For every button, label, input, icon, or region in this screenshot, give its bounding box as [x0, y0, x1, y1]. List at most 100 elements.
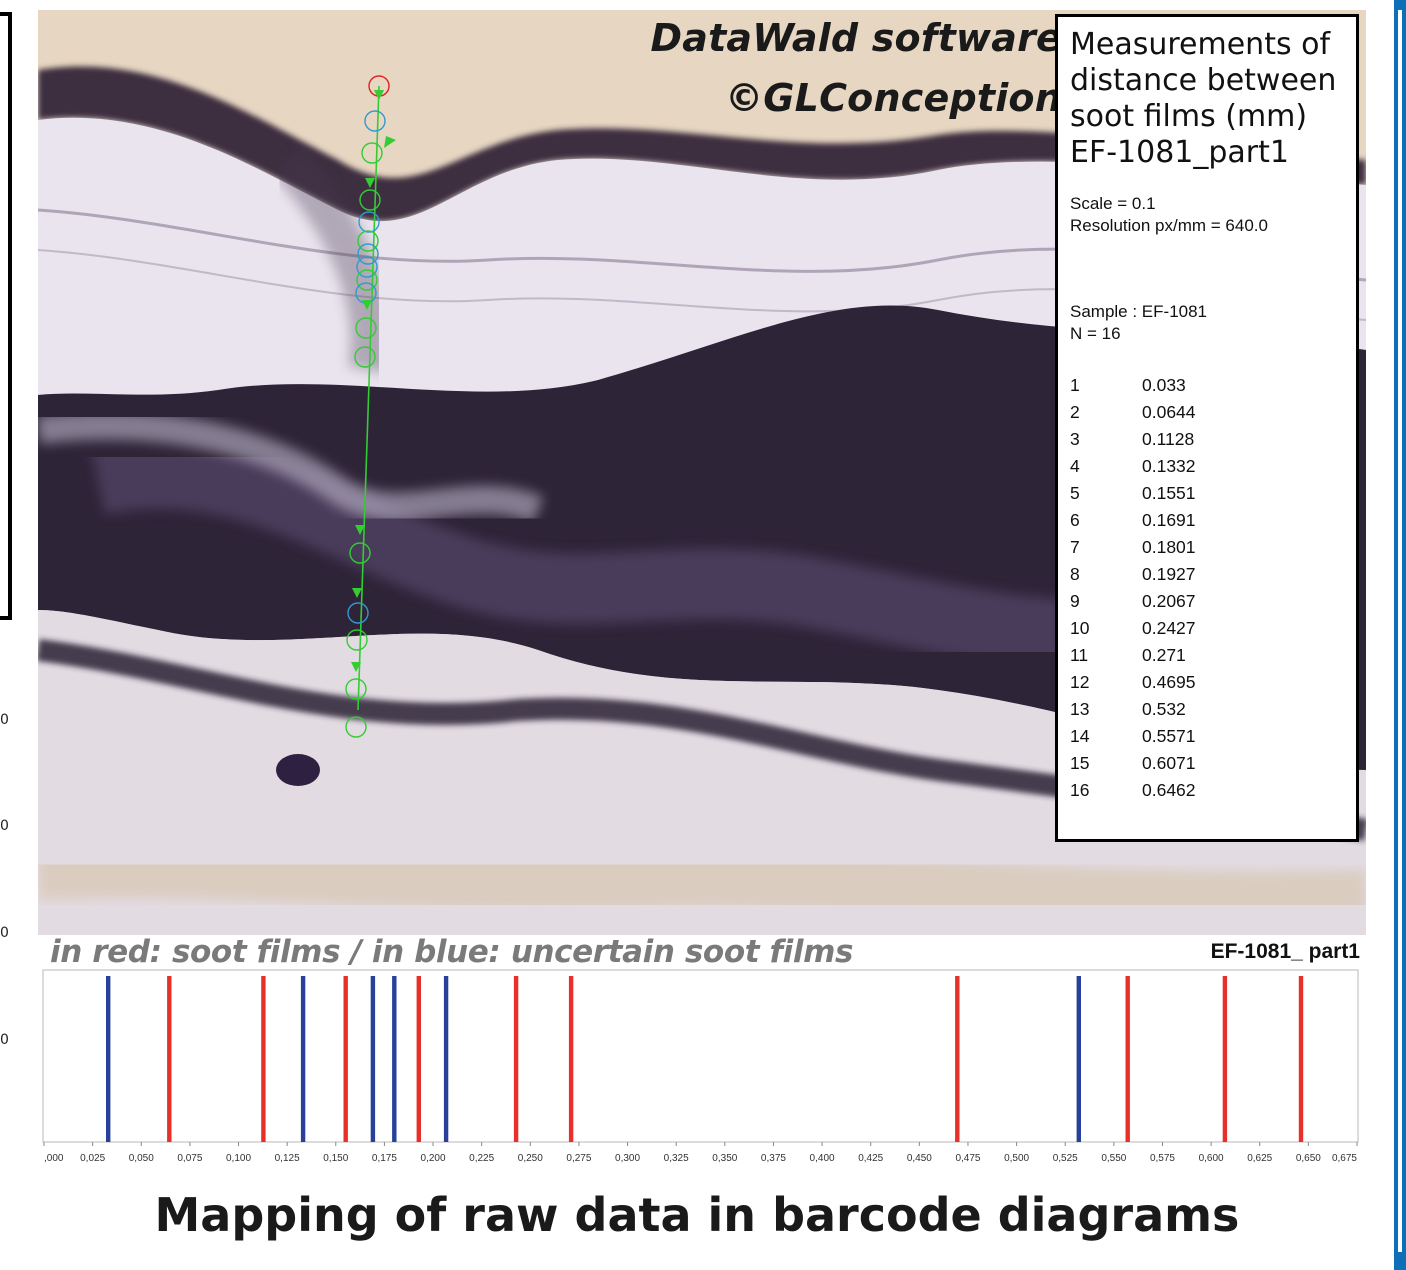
sample-text: Sample : EF-1081	[1070, 302, 1208, 321]
measurement-index: 10	[1070, 618, 1090, 638]
measurement-index: 3	[1070, 429, 1080, 449]
uncertain-soot-film-bar	[106, 976, 111, 1142]
x-tick-label: 0,675	[1332, 1153, 1357, 1164]
measurement-index: 7	[1070, 537, 1080, 557]
x-tick-label: 0,475	[955, 1153, 980, 1164]
measurement-row: 5 0.1551	[1070, 480, 1344, 507]
soot-film-bar	[1125, 976, 1130, 1142]
left-tick-label: 0	[0, 818, 9, 834]
measurement-index: 5	[1070, 483, 1080, 503]
measurements-info-box: Measurements of distance between soot fi…	[1055, 14, 1359, 842]
x-tick-label: 0,075	[177, 1153, 202, 1164]
info-title-line: distance between	[1070, 63, 1337, 98]
uncertain-soot-film-bar	[300, 976, 306, 1142]
measurement-index: 16	[1070, 780, 1090, 800]
measurement-value: 0.1332	[1142, 456, 1196, 476]
measurement-value: 0.532	[1142, 699, 1186, 719]
plot-frame	[42, 969, 1359, 1143]
measurement-value: 0.6071	[1142, 753, 1196, 773]
n-text: N = 16	[1070, 324, 1121, 343]
measurement-value: 0.5571	[1142, 726, 1196, 746]
x-tick-label: 0,200	[421, 1153, 446, 1164]
measurement-index: 8	[1070, 564, 1080, 584]
x-tick-label: 0,400	[810, 1153, 835, 1164]
uncertain-soot-film-bar	[370, 976, 376, 1142]
left-tick-label: 0	[0, 1032, 9, 1048]
x-tick-label: 0,275	[566, 1153, 591, 1164]
soot-film-bar	[343, 976, 348, 1142]
uncertain-soot-film-bar	[392, 976, 397, 1142]
x-tick-label: 0,550	[1101, 1153, 1126, 1164]
x-tick-label: 0,025	[80, 1153, 105, 1164]
measurement-value: 0.4695	[1142, 672, 1196, 692]
x-tick-label: 0,350	[712, 1153, 737, 1164]
x-tick-label: 0,600	[1199, 1153, 1224, 1164]
measurement-index: 11	[1070, 645, 1089, 665]
x-tick-label: 0,500	[1004, 1153, 1029, 1164]
side-bar-inner	[1398, 10, 1402, 1252]
soot-film-bar	[513, 976, 519, 1142]
measurement-row: 15 0.6071	[1070, 750, 1344, 777]
measurement-value: 0.1128	[1142, 429, 1195, 449]
measurement-track	[345, 75, 396, 738]
measurement-value: 0.2427	[1142, 618, 1196, 638]
x-tick-label: 0,425	[858, 1153, 883, 1164]
measurement-index: 6	[1070, 510, 1080, 530]
soot-film-bar	[568, 976, 574, 1142]
measurement-index: 12	[1070, 672, 1090, 692]
measurement-row: 10 0.2427	[1070, 615, 1344, 642]
measurement-index: 4	[1070, 456, 1080, 476]
x-tick-label: 0,450	[907, 1153, 932, 1164]
info-title-line: EF-1081_part1	[1070, 135, 1289, 170]
measurement-index: 13	[1070, 699, 1090, 719]
x-tick-label: 0,525	[1053, 1153, 1078, 1164]
soot-film-bar	[416, 976, 421, 1142]
uncertain-soot-film-bar	[443, 976, 449, 1142]
measurement-row: 2 0.0644	[1070, 399, 1344, 426]
x-tick-label: 0,650	[1296, 1153, 1321, 1164]
x-tick-label: 0,225	[469, 1153, 494, 1164]
measurement-value: 0.1551	[1142, 483, 1196, 503]
left-tick-label: 0	[0, 925, 9, 941]
x-tick-label: 0,375	[761, 1153, 786, 1164]
x-tick-label: 0,250	[518, 1153, 543, 1164]
x-tick-label: 0,625	[1247, 1153, 1272, 1164]
measurement-row: 16 0.6462	[1070, 777, 1344, 804]
scale-text: Scale = 0.1	[1070, 194, 1156, 213]
measurement-row: 12 0.4695	[1070, 669, 1344, 696]
legend-text: in red: soot films / in blue: uncertain …	[50, 934, 854, 970]
measurement-row: 13 0.532	[1070, 696, 1344, 723]
page-title: Mapping of raw data in barcode diagrams	[154, 1188, 1240, 1242]
barcode-chart: ,000 0,025 0,050 0,075 0,100 0,125 0,150 0,175 0…	[42, 969, 1359, 1164]
measurement-row: 9 0.2067	[1070, 588, 1344, 615]
measurement-value: 0.1927	[1142, 564, 1196, 584]
measurement-value: 0.0644	[1142, 402, 1196, 422]
watermark-software: DataWald software	[650, 16, 1062, 60]
measurement-value: 0.1801	[1142, 537, 1196, 557]
measurement-row: 7 0.1801	[1070, 534, 1344, 561]
uncertain-soot-film-bar	[1076, 976, 1081, 1142]
measurement-row: 4 0.1332	[1070, 453, 1344, 480]
measurement-row: 3 0.1128	[1070, 426, 1344, 453]
left-tick-label: 0	[0, 712, 9, 728]
soot-film-bar	[167, 976, 172, 1142]
resolution-text: Resolution px/mm = 640.0	[1070, 216, 1268, 235]
measurement-row: 1 0.033	[1070, 372, 1344, 399]
measurement-index: 1	[1070, 375, 1080, 395]
x-tick-label: 0,325	[664, 1153, 689, 1164]
left-cropped-panel-frame	[0, 12, 12, 620]
x-tick-label: 0,175	[372, 1153, 397, 1164]
measurement-value: 0.271	[1142, 645, 1186, 665]
measurement-row: 14 0.5571	[1070, 723, 1344, 750]
x-tick-label: 0,100	[226, 1153, 251, 1164]
x-tick-label: 0,575	[1150, 1153, 1175, 1164]
measurement-value: 0.2067	[1142, 591, 1196, 611]
x-tick-label: ,000	[44, 1153, 64, 1164]
measurement-row: 8 0.1927	[1070, 561, 1344, 588]
x-tick-label: 0,050	[129, 1153, 154, 1164]
measurement-row: 6 0.1691	[1070, 507, 1344, 534]
measurement-index: 14	[1070, 726, 1090, 746]
x-tick-label: 0,150	[323, 1153, 348, 1164]
x-tick-label: 0,125	[275, 1153, 300, 1164]
measurement-value: 0.033	[1142, 375, 1186, 395]
